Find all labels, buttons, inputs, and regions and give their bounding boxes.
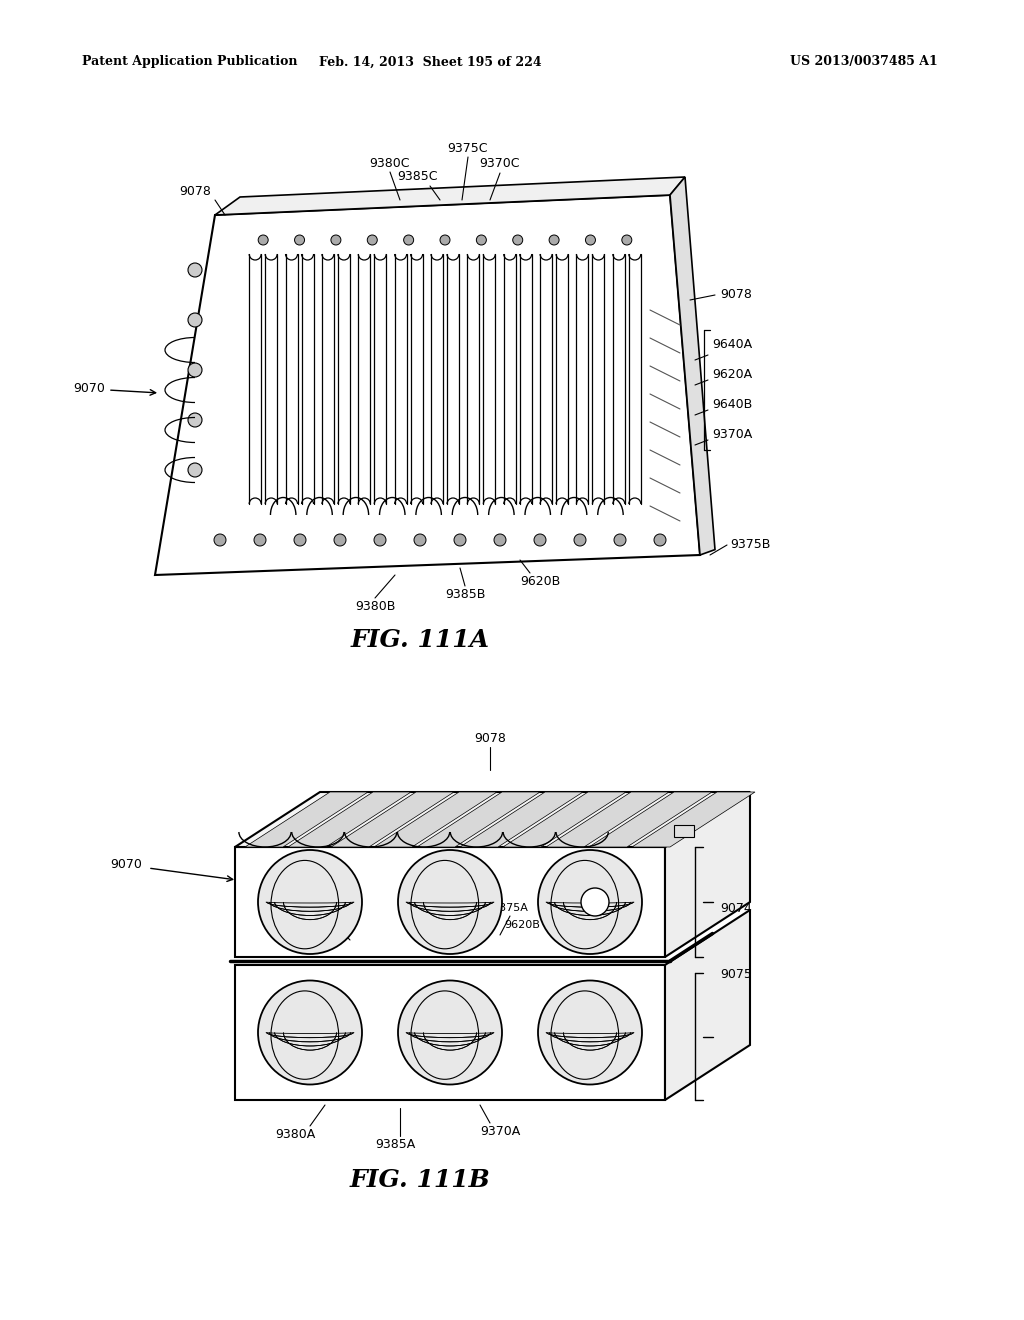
Polygon shape: [665, 909, 750, 1100]
Polygon shape: [589, 792, 712, 847]
Text: 9380A: 9380A: [274, 1129, 315, 1140]
Circle shape: [549, 235, 559, 246]
Circle shape: [513, 235, 522, 246]
Text: 9370C: 9370C: [480, 157, 520, 170]
Text: 9070: 9070: [111, 858, 142, 871]
Text: 9070: 9070: [73, 381, 105, 395]
Circle shape: [494, 535, 506, 546]
Polygon shape: [331, 792, 454, 847]
Polygon shape: [234, 847, 665, 957]
Circle shape: [188, 313, 202, 327]
Circle shape: [258, 850, 362, 954]
Polygon shape: [288, 792, 411, 847]
Circle shape: [374, 535, 386, 546]
Text: 9380C: 9380C: [370, 157, 411, 170]
Text: 9075: 9075: [720, 969, 752, 982]
Polygon shape: [245, 792, 368, 847]
Circle shape: [403, 235, 414, 246]
Circle shape: [654, 535, 666, 546]
Circle shape: [581, 888, 609, 916]
Text: 9375B: 9375B: [730, 539, 770, 552]
Text: 9375C: 9375C: [447, 143, 488, 154]
Text: 9640A: 9640A: [712, 338, 752, 351]
Circle shape: [440, 235, 450, 246]
Text: 9380B: 9380B: [354, 601, 395, 612]
Text: 9370A: 9370A: [480, 1125, 520, 1138]
Circle shape: [258, 981, 362, 1085]
Circle shape: [188, 413, 202, 426]
Circle shape: [454, 535, 466, 546]
Text: Feb. 14, 2013  Sheet 195 of 224: Feb. 14, 2013 Sheet 195 of 224: [318, 55, 542, 69]
Text: 9375A: 9375A: [493, 903, 528, 913]
Circle shape: [398, 850, 502, 954]
Text: 9640B: 9640B: [712, 399, 753, 412]
Circle shape: [188, 363, 202, 378]
Text: 9620A: 9620A: [712, 368, 752, 381]
Circle shape: [188, 263, 202, 277]
Circle shape: [614, 535, 626, 546]
Polygon shape: [665, 792, 750, 957]
Circle shape: [622, 235, 632, 246]
Polygon shape: [234, 792, 750, 847]
Text: 9385A: 9385A: [375, 1138, 415, 1151]
Text: 9074: 9074: [720, 902, 752, 915]
Polygon shape: [460, 792, 583, 847]
Polygon shape: [155, 195, 700, 576]
Text: 9078: 9078: [179, 185, 211, 198]
Polygon shape: [632, 792, 755, 847]
Circle shape: [574, 535, 586, 546]
Text: 9640B: 9640B: [292, 907, 328, 917]
Polygon shape: [674, 825, 694, 837]
Text: 9078: 9078: [720, 289, 752, 301]
Polygon shape: [670, 177, 715, 554]
Circle shape: [258, 235, 268, 246]
Circle shape: [214, 535, 226, 546]
Text: Patent Application Publication: Patent Application Publication: [82, 55, 298, 69]
Polygon shape: [215, 177, 685, 215]
Circle shape: [534, 535, 546, 546]
Circle shape: [188, 463, 202, 477]
Text: 9385B: 9385B: [444, 587, 485, 601]
Polygon shape: [546, 792, 669, 847]
Circle shape: [331, 235, 341, 246]
Circle shape: [398, 981, 502, 1085]
Text: FIG. 111A: FIG. 111A: [350, 628, 489, 652]
Circle shape: [294, 535, 306, 546]
Circle shape: [295, 235, 304, 246]
Circle shape: [538, 850, 642, 954]
Polygon shape: [374, 792, 497, 847]
Circle shape: [414, 535, 426, 546]
Text: 9620B: 9620B: [504, 920, 540, 931]
Circle shape: [334, 535, 346, 546]
Polygon shape: [234, 965, 665, 1100]
Polygon shape: [417, 792, 540, 847]
Polygon shape: [503, 792, 626, 847]
Circle shape: [586, 235, 595, 246]
Text: FIG. 111B: FIG. 111B: [349, 1168, 490, 1192]
Text: 9385C: 9385C: [397, 170, 438, 183]
Circle shape: [368, 235, 377, 246]
Text: 9370A: 9370A: [712, 429, 753, 441]
Circle shape: [476, 235, 486, 246]
Text: US 2013/0037485 A1: US 2013/0037485 A1: [790, 55, 938, 69]
Text: 9640B: 9640B: [397, 900, 433, 909]
Text: 9078: 9078: [474, 733, 506, 744]
Text: 9620B: 9620B: [520, 576, 560, 587]
Circle shape: [538, 981, 642, 1085]
Circle shape: [254, 535, 266, 546]
